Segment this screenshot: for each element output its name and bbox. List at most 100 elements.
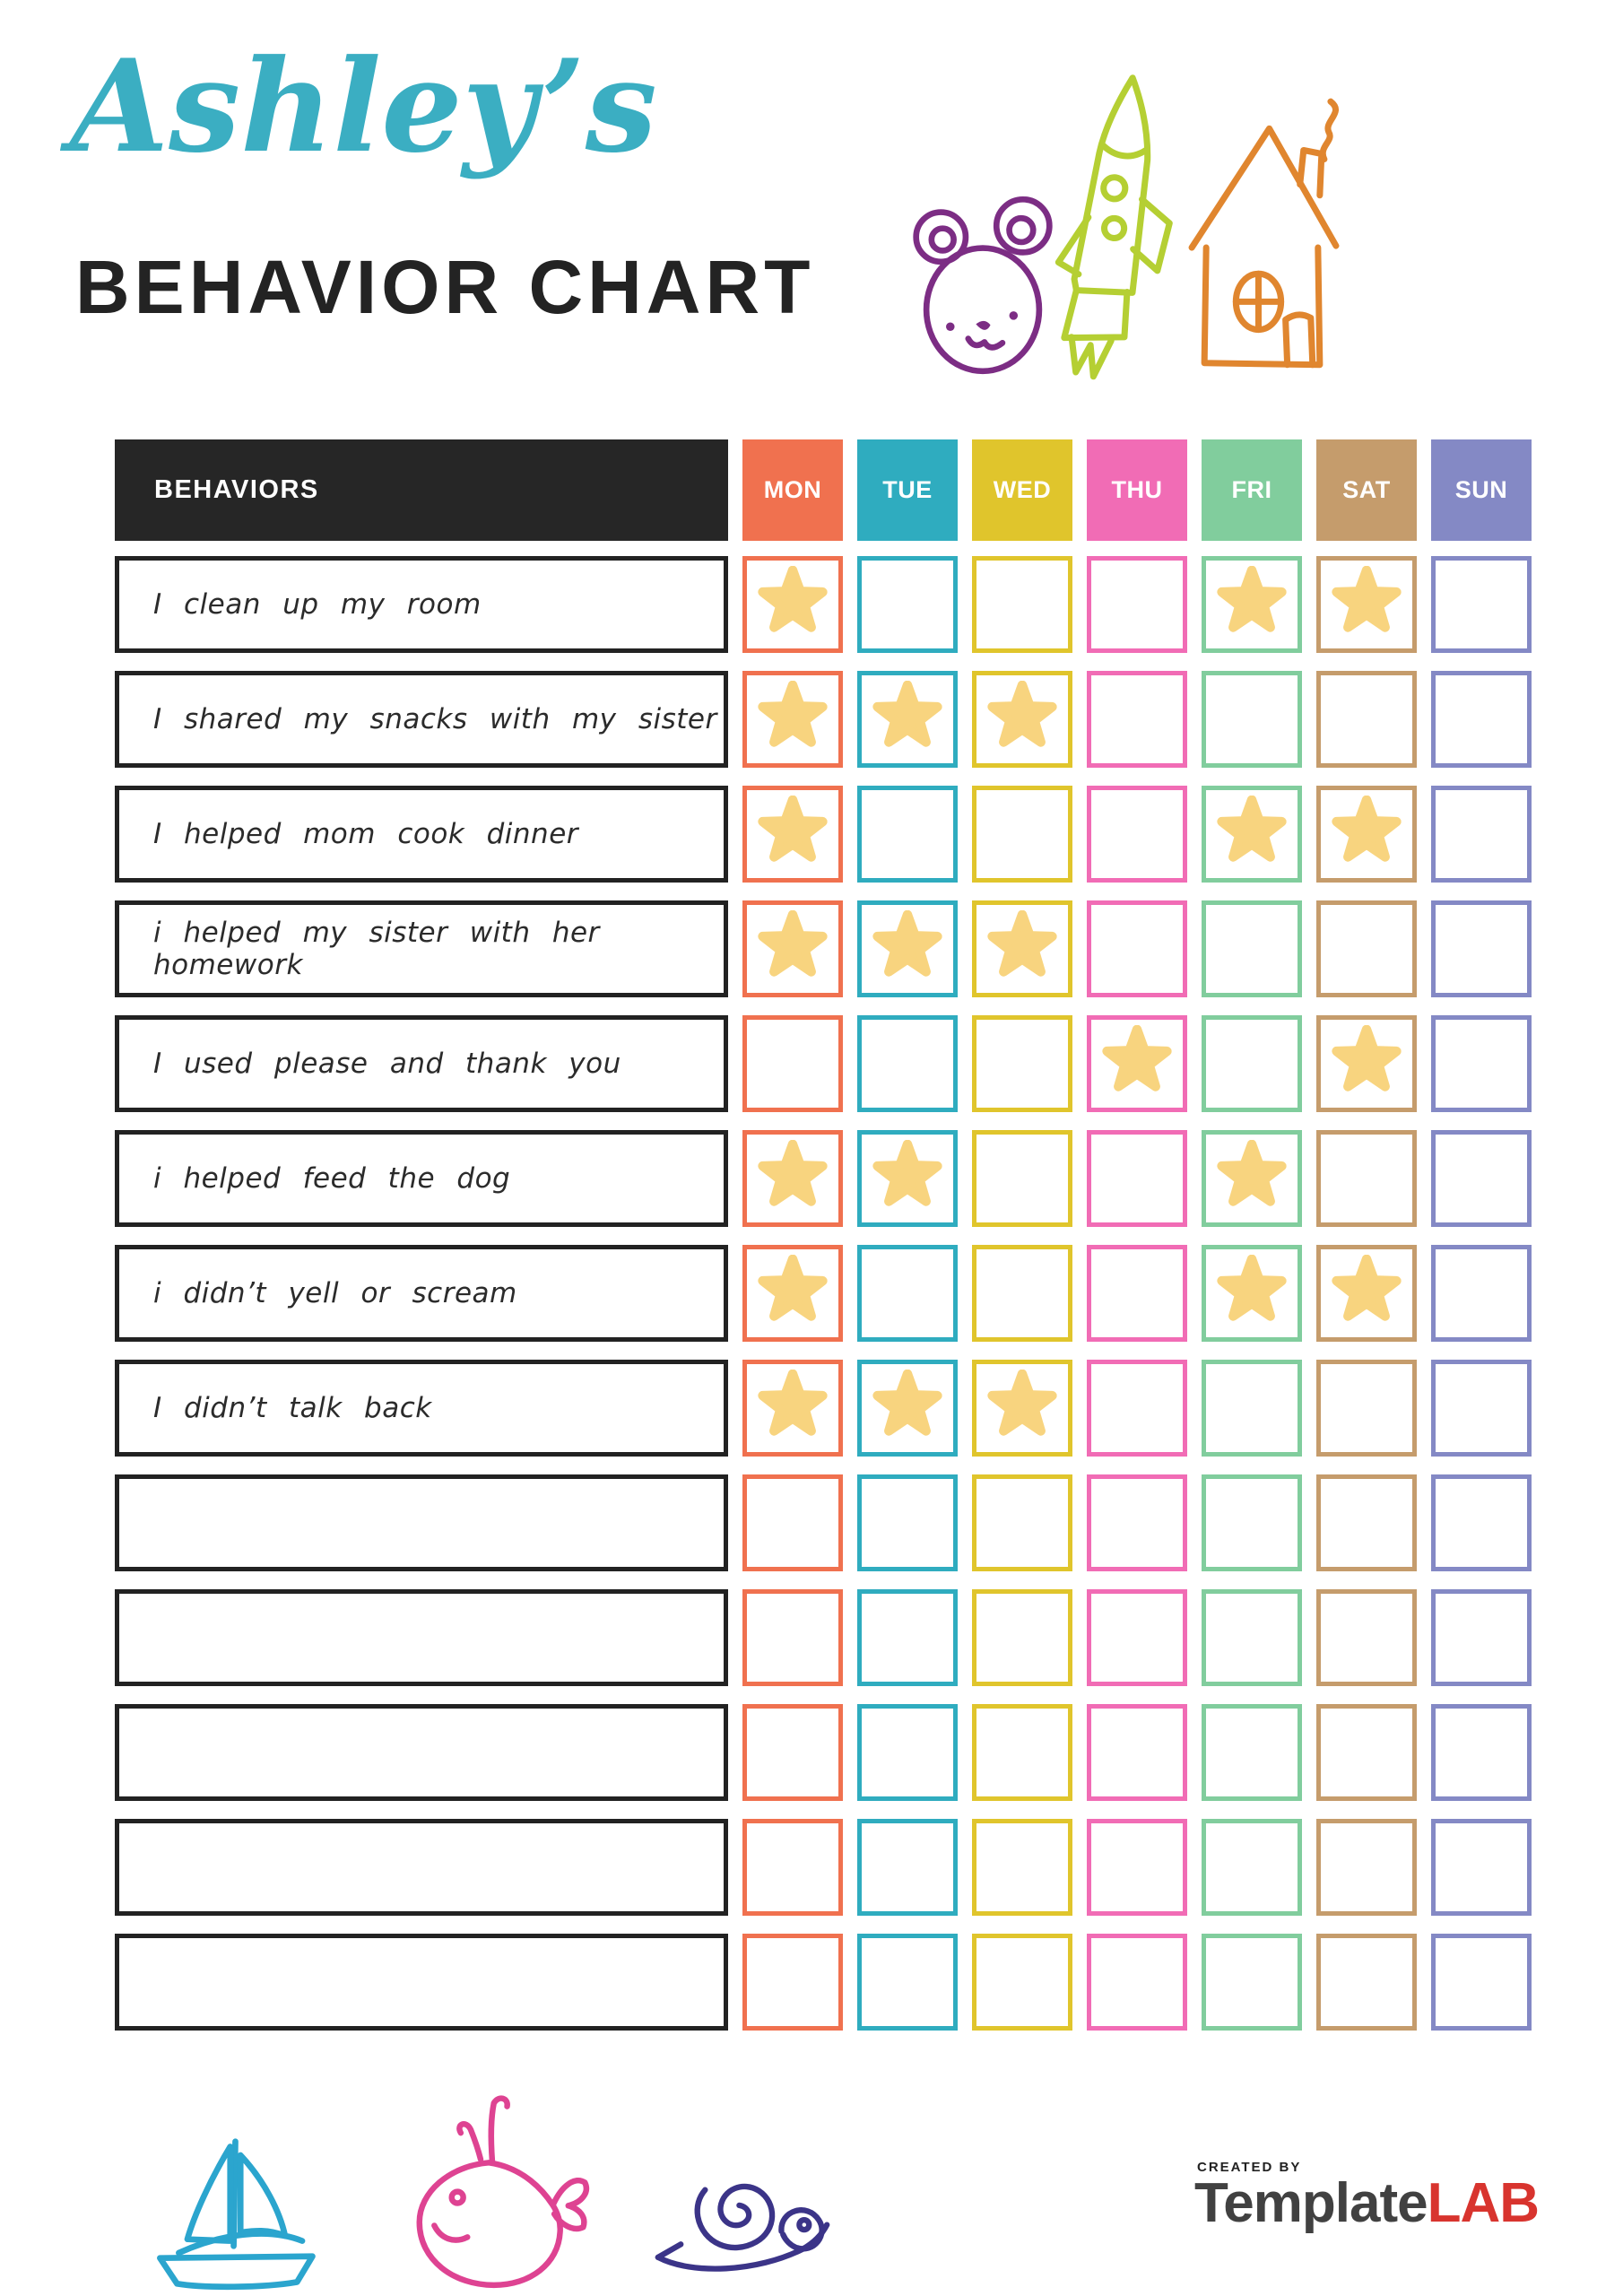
cell-r2-tue[interactable] [857,671,958,768]
cell-r13-sat[interactable] [1316,1934,1417,2031]
cell-r6-wed[interactable] [972,1130,1072,1227]
behavior-label-4[interactable]: i helped my sister with her homework [115,900,728,997]
cell-r12-mon[interactable] [742,1819,843,1916]
cell-r9-thu[interactable] [1087,1474,1187,1571]
cell-r4-wed[interactable] [972,900,1072,997]
cell-r9-fri[interactable] [1202,1474,1302,1571]
cell-r8-wed[interactable] [972,1360,1072,1457]
cell-r3-tue[interactable] [857,786,958,883]
cell-r10-sun[interactable] [1431,1589,1532,1686]
cell-r11-fri[interactable] [1202,1704,1302,1801]
cell-r4-sun[interactable] [1431,900,1532,997]
cell-r11-tue[interactable] [857,1704,958,1801]
behavior-label-11[interactable] [115,1704,728,1801]
cell-r3-mon[interactable] [742,786,843,883]
cell-r3-thu[interactable] [1087,786,1187,883]
cell-r3-sat[interactable] [1316,786,1417,883]
behavior-label-12[interactable] [115,1819,728,1916]
cell-r7-mon[interactable] [742,1245,843,1342]
behavior-label-1[interactable]: I clean up my room [115,556,728,653]
cell-r13-wed[interactable] [972,1934,1072,2031]
cell-r6-mon[interactable] [742,1130,843,1227]
cell-r6-fri[interactable] [1202,1130,1302,1227]
cell-r10-mon[interactable] [742,1589,843,1686]
behavior-label-9[interactable] [115,1474,728,1571]
cell-r11-sat[interactable] [1316,1704,1417,1801]
cell-r13-sun[interactable] [1431,1934,1532,2031]
cell-r5-tue[interactable] [857,1015,958,1112]
cell-r1-thu[interactable] [1087,556,1187,653]
cell-r9-sun[interactable] [1431,1474,1532,1571]
cell-r5-sun[interactable] [1431,1015,1532,1112]
cell-r9-mon[interactable] [742,1474,843,1571]
cell-r8-fri[interactable] [1202,1360,1302,1457]
cell-r10-thu[interactable] [1087,1589,1187,1686]
cell-r13-mon[interactable] [742,1934,843,2031]
cell-r3-wed[interactable] [972,786,1072,883]
cell-r11-mon[interactable] [742,1704,843,1801]
cell-r5-wed[interactable] [972,1015,1072,1112]
cell-r13-fri[interactable] [1202,1934,1302,2031]
cell-r4-fri[interactable] [1202,900,1302,997]
cell-r7-thu[interactable] [1087,1245,1187,1342]
cell-r12-fri[interactable] [1202,1819,1302,1916]
cell-r1-tue[interactable] [857,556,958,653]
cell-r2-fri[interactable] [1202,671,1302,768]
cell-r2-wed[interactable] [972,671,1072,768]
cell-r7-fri[interactable] [1202,1245,1302,1342]
cell-r12-sat[interactable] [1316,1819,1417,1916]
cell-r2-mon[interactable] [742,671,843,768]
cell-r12-sun[interactable] [1431,1819,1532,1916]
behavior-label-5[interactable]: I used please and thank you [115,1015,728,1112]
cell-r8-tue[interactable] [857,1360,958,1457]
cell-r9-sat[interactable] [1316,1474,1417,1571]
cell-r4-sat[interactable] [1316,900,1417,997]
cell-r4-mon[interactable] [742,900,843,997]
behavior-label-10[interactable] [115,1589,728,1686]
cell-r6-sat[interactable] [1316,1130,1417,1227]
behavior-label-3[interactable]: I helped mom cook dinner [115,786,728,883]
cell-r8-sat[interactable] [1316,1360,1417,1457]
cell-r3-fri[interactable] [1202,786,1302,883]
cell-r9-wed[interactable] [972,1474,1072,1571]
behavior-label-6[interactable]: i helped feed the dog [115,1130,728,1227]
cell-r6-sun[interactable] [1431,1130,1532,1227]
behavior-label-7[interactable]: i didn’t yell or scream [115,1245,728,1342]
cell-r12-tue[interactable] [857,1819,958,1916]
cell-r5-thu[interactable] [1087,1015,1187,1112]
cell-r7-wed[interactable] [972,1245,1072,1342]
cell-r3-sun[interactable] [1431,786,1532,883]
cell-r1-sat[interactable] [1316,556,1417,653]
cell-r6-tue[interactable] [857,1130,958,1227]
cell-r5-sat[interactable] [1316,1015,1417,1112]
cell-r12-wed[interactable] [972,1819,1072,1916]
cell-r13-tue[interactable] [857,1934,958,2031]
cell-r8-thu[interactable] [1087,1360,1187,1457]
cell-r1-fri[interactable] [1202,556,1302,653]
cell-r2-sat[interactable] [1316,671,1417,768]
cell-r2-thu[interactable] [1087,671,1187,768]
cell-r2-sun[interactable] [1431,671,1532,768]
cell-r7-sat[interactable] [1316,1245,1417,1342]
cell-r11-sun[interactable] [1431,1704,1532,1801]
cell-r10-fri[interactable] [1202,1589,1302,1686]
behavior-label-2[interactable]: I shared my snacks with my sister [115,671,728,768]
cell-r7-tue[interactable] [857,1245,958,1342]
cell-r4-tue[interactable] [857,900,958,997]
cell-r10-wed[interactable] [972,1589,1072,1686]
cell-r11-wed[interactable] [972,1704,1072,1801]
cell-r7-sun[interactable] [1431,1245,1532,1342]
cell-r1-mon[interactable] [742,556,843,653]
cell-r5-fri[interactable] [1202,1015,1302,1112]
cell-r11-thu[interactable] [1087,1704,1187,1801]
cell-r8-sun[interactable] [1431,1360,1532,1457]
cell-r6-thu[interactable] [1087,1130,1187,1227]
cell-r8-mon[interactable] [742,1360,843,1457]
cell-r10-tue[interactable] [857,1589,958,1686]
behavior-label-13[interactable] [115,1934,728,2031]
cell-r4-thu[interactable] [1087,900,1187,997]
cell-r12-thu[interactable] [1087,1819,1187,1916]
cell-r9-tue[interactable] [857,1474,958,1571]
cell-r1-wed[interactable] [972,556,1072,653]
cell-r13-thu[interactable] [1087,1934,1187,2031]
